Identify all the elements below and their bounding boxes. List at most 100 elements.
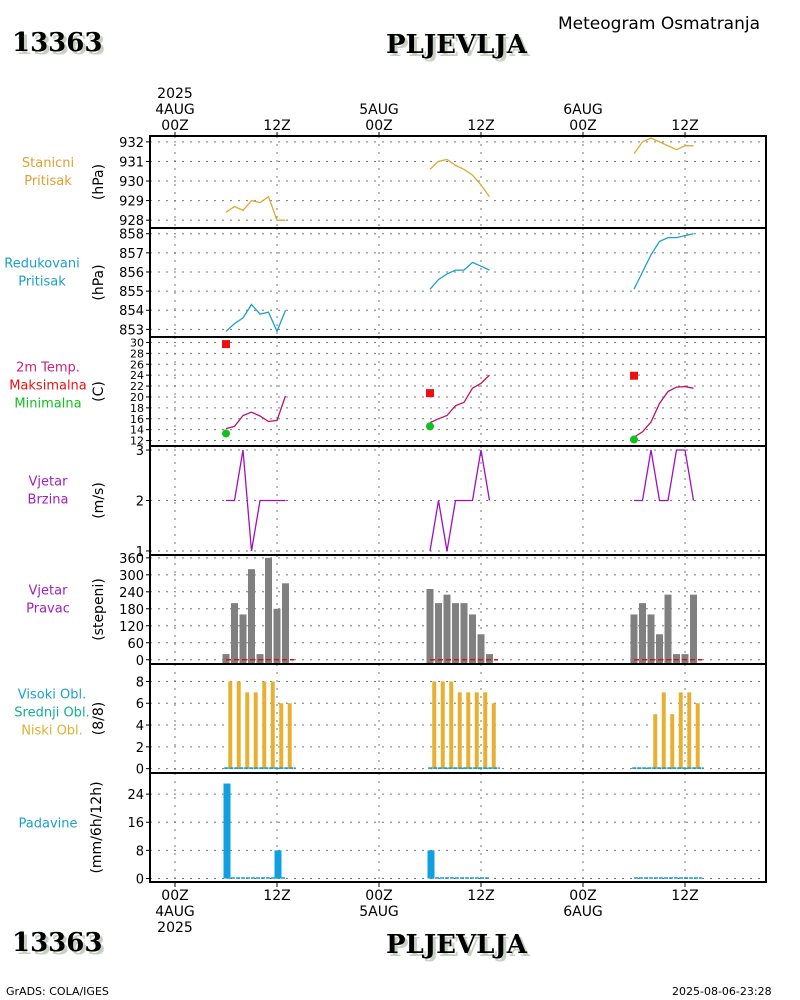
bar — [253, 692, 258, 769]
panel-label: Visoki Obl. — [18, 688, 86, 703]
y-axis-unit: (8/8) — [91, 702, 107, 735]
y-tick-label: 928 — [119, 214, 144, 229]
y-tick-label: 4 — [136, 719, 144, 734]
chart-subtitle: Meteogram Osmatranja — [558, 14, 761, 34]
y-axis-unit: (stepeni) — [91, 578, 107, 641]
bar — [477, 634, 485, 664]
y-axis-unit: (m/s) — [91, 482, 107, 519]
station-name-top: PLJEVLJA — [386, 30, 527, 60]
series-line — [633, 137, 694, 154]
series-line — [225, 195, 286, 221]
series-line — [429, 158, 491, 198]
bottom-time-label: 6AUG — [563, 904, 603, 920]
y-tick-label: 240 — [119, 586, 144, 601]
y-tick-label: 930 — [119, 175, 144, 190]
bar — [231, 603, 238, 664]
y-tick-label: 12 — [130, 435, 144, 448]
precip-bar — [223, 783, 231, 879]
panel-label: Pravac — [26, 602, 70, 617]
max-temp-marker — [630, 371, 638, 380]
bar — [228, 681, 233, 769]
panel-wind-speed: 1 2 3 (m/s) Vjetar Brzina — [28, 444, 766, 560]
y-tick-label: 931 — [119, 155, 144, 170]
series-line — [429, 261, 490, 290]
bar — [474, 692, 479, 769]
bar — [239, 614, 247, 664]
bar — [690, 594, 697, 664]
panel-label: Stanicni — [22, 156, 74, 171]
series-line — [633, 385, 694, 438]
credit-text: GrADS: COLA/IGES — [6, 985, 109, 998]
panel-label: Niski Obl. — [21, 724, 83, 739]
series-line — [633, 233, 694, 290]
bar — [653, 714, 658, 769]
y-tick-label: 14 — [130, 424, 144, 437]
y-tick-label: 929 — [119, 195, 144, 210]
panels-group: 928929930931932(hPa)StanicniPritisak8538… — [4, 135, 766, 887]
series-line — [225, 395, 287, 430]
y-tick-label: 16 — [127, 816, 144, 831]
precip-bar — [427, 850, 435, 879]
y-tick-label: 2 — [136, 495, 144, 510]
bar — [664, 594, 672, 664]
y-tick-label: 3 — [136, 444, 144, 459]
y-axis-unit: (hPa) — [91, 264, 107, 300]
bar — [426, 588, 434, 664]
y-tick-label: 0 — [136, 654, 144, 669]
top-time-label: 00Z — [161, 118, 188, 134]
y-tick-label: 1 — [136, 545, 144, 560]
top-time-label: 00Z — [569, 118, 596, 134]
min-temp-marker — [222, 429, 230, 438]
top-time-label: 2025 — [157, 86, 193, 102]
y-tick-label: 853 — [119, 323, 144, 338]
bar — [245, 692, 250, 769]
bar — [282, 583, 289, 664]
y-tick-label: 0 — [136, 872, 144, 887]
bar — [432, 681, 437, 769]
y-tick-label: 22 — [130, 380, 144, 393]
bar — [270, 681, 275, 769]
bar — [469, 614, 476, 664]
bar — [466, 692, 471, 769]
y-tick-label: 24 — [130, 369, 144, 382]
panel-label: Brzina — [28, 493, 69, 508]
bottom-time-label: 4AUG — [155, 904, 195, 920]
min-temp-marker — [630, 435, 638, 444]
bar — [262, 681, 267, 769]
bar — [440, 681, 445, 769]
bottom-time-label: 5AUG — [359, 904, 399, 920]
bar — [265, 557, 272, 664]
bar — [695, 703, 700, 769]
station-id-top: 13363 — [12, 28, 103, 58]
panel-label: Maksimalna — [9, 379, 87, 394]
bar — [457, 692, 462, 769]
max-temp-marker — [426, 389, 434, 398]
bar — [287, 703, 292, 769]
panel-label: Vjetar — [29, 475, 69, 490]
bar — [678, 692, 683, 769]
bar — [639, 603, 646, 664]
series-line — [429, 374, 490, 424]
bar — [491, 703, 496, 769]
y-tick-label: 8 — [136, 844, 144, 859]
y-tick-label: 300 — [119, 569, 144, 584]
panel-label: 2m Temp. — [16, 361, 80, 376]
series-line — [429, 449, 491, 552]
panel-clouds: 0 2 4 6 8 (8/8) Visoki Obl. Srednji Obl. Niski O… — [14, 663, 766, 778]
y-tick-label: 858 — [119, 228, 144, 243]
bottom-time-label: 00Z — [161, 888, 188, 904]
y-tick-label: 2 — [136, 741, 144, 756]
bar — [647, 614, 655, 664]
y-tick-label: 856 — [119, 266, 144, 281]
y-axis-unit: (C) — [91, 381, 107, 402]
top-time-label: 4AUG — [155, 102, 195, 118]
generation-timestamp: 2025-08-06-23:28 — [672, 985, 772, 998]
panel-label: Padavine — [19, 817, 78, 832]
bar — [661, 692, 666, 769]
top-time-label: 6AUG — [563, 102, 603, 118]
bar — [460, 603, 468, 664]
y-tick-label: 0 — [136, 763, 144, 778]
